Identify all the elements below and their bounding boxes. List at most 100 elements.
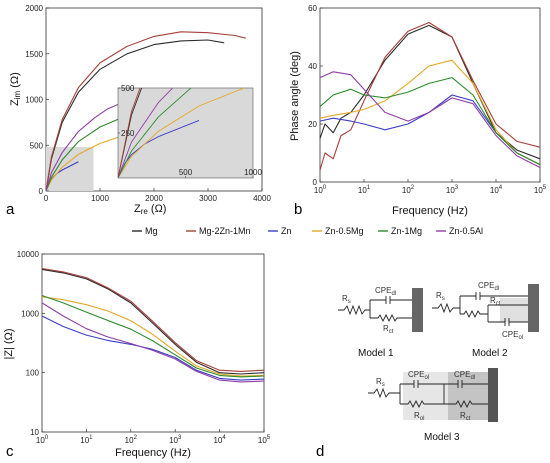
model-2-rs-resistor [432,302,460,314]
panel-a-series-mg-2zn-1mn [45,31,246,192]
model-1-title: Model 1 [358,348,394,359]
legend: Mg Mg-2Zn-1Mn Zn Zn-0.5Mg Zn-1Mg Zn-0.5Al [132,226,483,236]
panel-a-inset-y-tick-label: 500 [121,84,135,93]
panel-d-label: d [316,443,324,460]
panel-c-series-zn-1mg [41,294,265,378]
panel-a-inset-series-zn-1mg [118,88,192,178]
panel-a-x-tick-label: 0 [44,194,49,203]
model-3-rct-label: Rct [460,411,471,422]
panel-a-x-axis-label: Zre (Ω) [134,203,166,216]
panel-a-y-tick-label: 1500 [25,50,43,59]
model-1-rs-resistor [338,304,370,316]
model-1-parallel [369,296,412,323]
panel-c-x-axis-label: Frequency (Hz) [115,447,191,459]
panel-a-inset-series [118,88,246,178]
panel-c-series [41,267,265,383]
panel-a-y-tick-label: 2000 [25,4,43,13]
model-3-network [368,380,488,409]
circuit-model-2: Rs CPEdl Rct CPEol Model 2 [432,281,539,359]
panel-c-x-ticks: 100 101 102 103 104 105 [36,429,271,445]
panel-d-circuits: d Rs CPEdl Rct Model 1 Rs CPEdl Rct CPEo… [316,281,539,460]
panel-c-series-mg [41,268,265,375]
panel-a-series-zn-0-5al [45,103,120,192]
panel-c-label: c [6,443,14,460]
panel-b-y-tick-label: 60 [308,4,317,13]
panel-b-x-tick-label: 105 [534,185,547,195]
panel-a-nyquist: 0 500 1000 1500 2000 0 1000 2000 3000 4000 500 10… [6,4,271,218]
panel-a-x-tick-label: 3000 [199,194,217,203]
panel-c-x-tick-label: 102 [125,435,138,445]
panel-a-series-mg [45,39,225,192]
panel-c-series-zn-0-5al [41,302,265,383]
model-3-rs-label: Rs [376,377,385,388]
panel-b-x-tick-label: 103 [446,185,459,195]
panel-b-series-mg [319,24,541,160]
model-2-oxide-layer [500,298,528,322]
panel-b-y-axis-label: Phase angle (deg) [289,51,301,141]
legend-label-zn-1mg: Zn-1Mg [391,226,422,236]
model-3-rol-label: Rol [414,411,424,422]
panel-b-y-tick-label: 40 [308,62,317,71]
model-3-cpe-ol-label: CPEol [408,370,429,381]
panel-c-x-tick-label: 100 [36,435,49,445]
panel-c-y-ticks: 10 100 1000 10000 [17,250,45,437]
panel-b-series-zn-0-5mg [319,59,541,166]
panel-b-x-ticks: 100 101 102 103 104 105 [314,179,547,195]
panel-a-x-tick-label: 2000 [145,194,163,203]
panel-a-y-tick-label: 500 [30,141,44,150]
model-1-electrode [412,288,423,332]
model-2-rs-label: Rs [436,291,445,302]
panel-c-y-tick-label: 1000 [21,309,39,318]
panel-b-label: b [294,201,302,218]
panel-c-series-zn [41,315,265,381]
panel-c-series-mg-2zn-1mn [41,267,265,372]
panel-b-x-tick-label: 100 [314,185,327,195]
model-1-rs-label: Rs [342,294,351,305]
panel-b-x-tick-label: 102 [402,185,415,195]
panel-b-series-zn-0-5al [319,71,541,168]
model-3-cpe-dl-label: CPEdl [454,370,475,381]
panel-c-y-tick-label: 100 [26,369,40,378]
legend-label-mg-2zn-1mn: Mg-2Zn-1Mn [199,226,251,236]
panel-c-x-tick-label: 104 [213,435,226,445]
legend-label-zn: Zn [281,226,292,236]
legend-label-zn-0-5al: Zn-0.5Al [449,226,483,236]
panel-a-inset-series-zn-0-5mg [118,88,246,178]
panel-b-series [319,21,541,171]
model-2-title: Model 2 [472,348,508,359]
model-3-inner-layer [448,372,488,420]
panel-a-x-tick-label: 1000 [91,194,109,203]
panel-a-inset-plot [118,88,246,178]
panel-a-y-axis-label: Zim (Ω) [9,72,22,106]
panel-a-inset-series-zn-0-5al [118,88,174,178]
panel-b-y-tick-label: 0 [313,178,318,187]
panel-c-x-tick-label: 105 [258,435,271,445]
panel-b-x-tick-label: 101 [358,185,371,195]
panel-a-x-tick-label: 4000 [253,194,271,203]
panel-b-x-tick-label: 104 [490,185,503,195]
panel-b-y-ticks: 0 20 40 60 [308,4,323,187]
model-1-rct-label: Rct [383,324,394,335]
model-2-rct-label: Rct [490,296,501,307]
panel-a-inset-x-tick-label: 1000 [244,168,262,177]
panel-b-frame [319,7,541,183]
panel-c-y-tick-label: 10 [30,428,39,437]
model-2-cpe-ol-label: CPEol [502,330,523,341]
panel-c-x-tick-label: 103 [169,435,182,445]
circuit-model-3: Rs CPEol Rol CPEdl Rct Model 3 [368,368,498,443]
model-2-network [459,292,528,326]
model-1-cpe-label: CPEdl [375,286,396,297]
panel-b-series-mg-2zn-1mn [319,21,541,171]
panel-c-series-zn-0-5mg [41,296,265,377]
panel-a-inset-frame [117,87,254,179]
panel-c-x-tick-label: 101 [80,435,93,445]
panel-b-x-axis-label: Frequency (Hz) [392,205,468,217]
panel-c-y-axis-label: |Z| (Ω) [3,328,15,359]
panel-b-series-zn-1mg [319,77,541,166]
legend-label-zn-0-5mg: Zn-0.5Mg [325,226,364,236]
legend-label-mg: Mg [145,226,158,236]
panel-b-phase: 0 20 40 60 100 101 102 103 104 105 Phase angle (… [289,4,547,218]
